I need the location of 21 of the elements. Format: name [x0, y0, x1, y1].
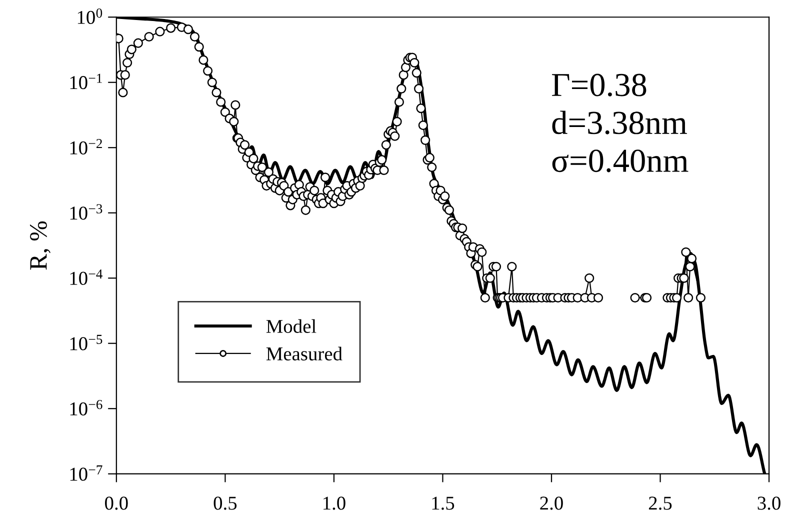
y-tick-label: 10$^{0}$ — [78, 8, 102, 24]
annotation: Γ=0.38 — [552, 74, 646, 96]
legend-label: Model — [266, 319, 316, 333]
y-tick-label: 10$^{−4}$ — [70, 269, 102, 285]
y-tick-label: 10$^{−6}$ — [70, 400, 102, 416]
annotation: d=3.38nm — [552, 110, 687, 134]
y-tick-label: 10$^{−3}$ — [70, 204, 102, 220]
x-tick-label: 0.5 — [214, 496, 237, 510]
y-tick-label: 10$^{−5}$ — [70, 334, 102, 350]
x-tick-label: 1.0 — [324, 496, 346, 510]
y-tick-label: 10$^{−1}$ — [70, 74, 102, 90]
x-tick-label: 1.5 — [432, 496, 454, 510]
annotation: σ=0.40nm — [552, 150, 688, 172]
legend-label: Measured — [266, 346, 342, 360]
x-tick-label: 2.0 — [540, 496, 563, 510]
x-tick-label: 3.0 — [758, 496, 780, 510]
y-tick-label: 10$^{−2}$ — [70, 139, 102, 154]
x-tick-label: 0.0 — [105, 496, 128, 510]
y-axis-title: R, % — [30, 221, 50, 270]
x-tick-label: 2.5 — [648, 496, 672, 510]
y-tick-label: 10$^{−7}$ — [70, 465, 102, 481]
